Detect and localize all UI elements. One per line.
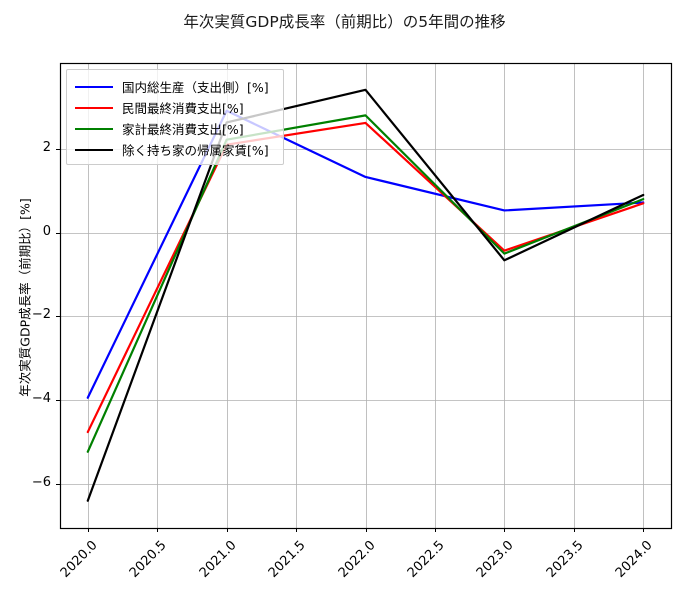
y-tick-label: 2 <box>42 139 51 155</box>
y-tick-label: 0 <box>42 223 51 239</box>
legend-label: 民間最終消費支出[%] <box>122 101 244 116</box>
legend-item-3[interactable]: 家計最終消費支出[%] <box>75 118 275 139</box>
legend-item-1[interactable]: 国内総生産（支出側）[%] <box>75 76 275 97</box>
legend-swatch-icon <box>75 85 113 88</box>
legend-label: 家計最終消費支出[%] <box>122 122 244 137</box>
series-lines <box>86 88 645 502</box>
legend-item-4[interactable]: 除く持ち家の帰属家賃[%] <box>75 139 275 160</box>
chart-legend: 国内総生産（支出側）[%] 民間最終消費支出[%] 家計最終消費支出[%] 除く持ち家… <box>66 69 284 165</box>
gridlines <box>60 63 671 528</box>
legend-swatch-icon <box>75 106 113 109</box>
y-tick-label: −4 <box>31 391 51 407</box>
legend-swatch-icon <box>75 148 113 151</box>
y-tick-label: −2 <box>31 307 51 323</box>
y-tick-label: −6 <box>31 475 51 490</box>
legend-label: 除く持ち家の帰属家賃[%] <box>122 143 269 158</box>
chart-title: 年次実質GDP成長率（前期比）の5年間の推移 <box>183 13 506 31</box>
series-line-1 <box>86 109 645 399</box>
legend-label: 国内総生産（支出側）[%] <box>122 80 269 95</box>
series-line-3 <box>86 114 645 453</box>
legend-item-2[interactable]: 民間最終消費支出[%] <box>75 97 275 118</box>
legend-swatch-icon <box>75 127 113 130</box>
plot-frame <box>59 62 673 530</box>
series-line-2 <box>86 121 645 434</box>
series-line-4 <box>86 88 645 502</box>
